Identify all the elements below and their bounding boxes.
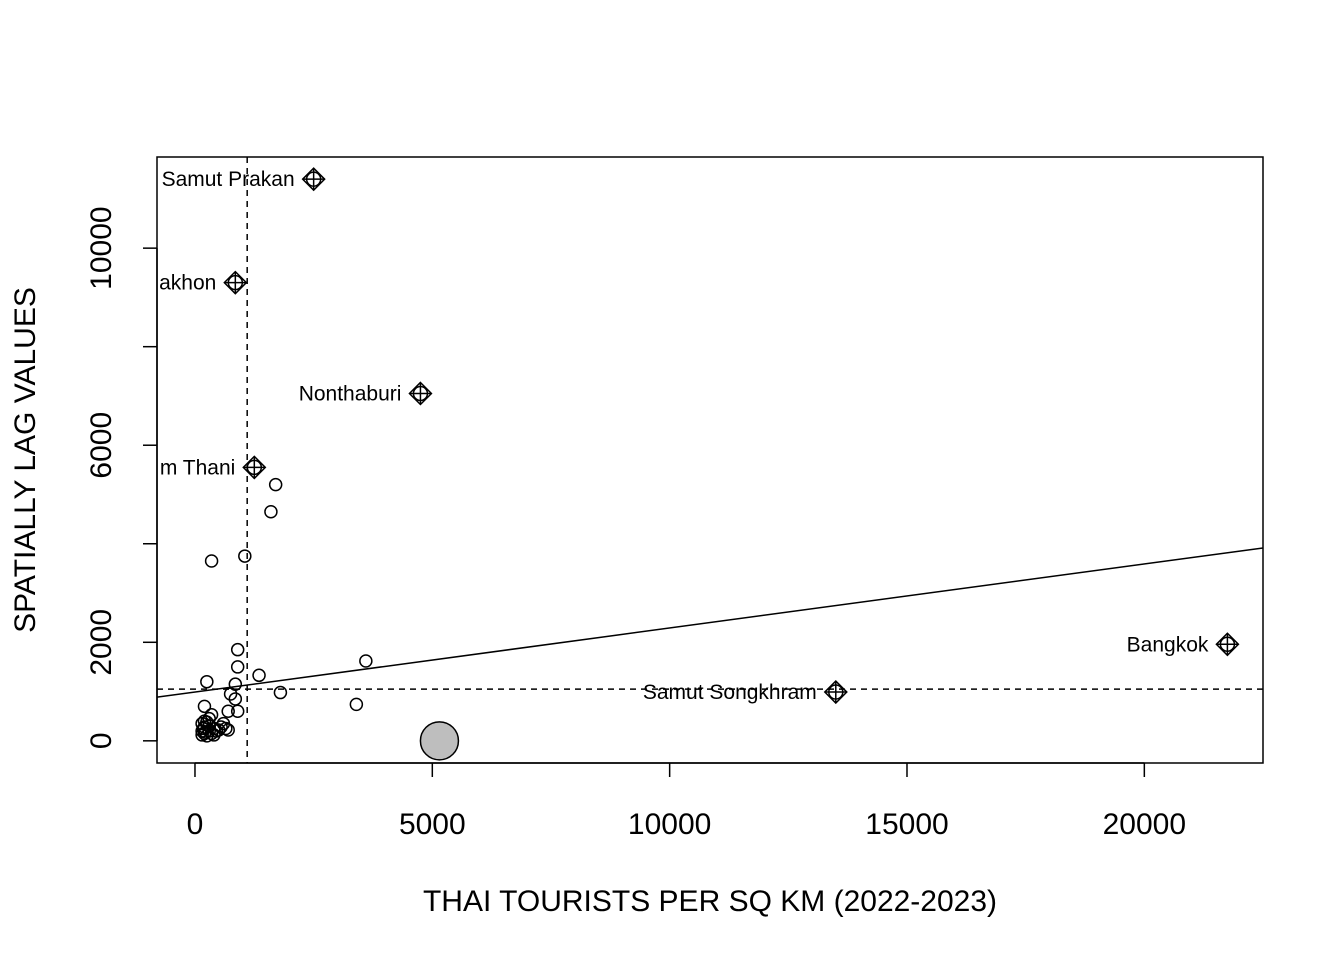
- data-point: [238, 549, 252, 563]
- data-point: [273, 685, 288, 700]
- influential-point: [223, 270, 248, 295]
- data-point: [230, 660, 245, 674]
- data-point: [252, 668, 266, 683]
- y-tick-label: 2000: [85, 609, 118, 676]
- influential-point: [823, 679, 848, 705]
- data-point: [359, 654, 373, 668]
- x-tick-label: 10000: [628, 808, 711, 841]
- influential-point: [1215, 632, 1240, 657]
- influential-point: [301, 167, 326, 192]
- data-point: [230, 642, 245, 657]
- data-point: [204, 554, 219, 568]
- influential-points-group: [223, 167, 1240, 705]
- data-point: [200, 715, 214, 729]
- x-tick-label: 5000: [399, 808, 466, 841]
- data-point: [221, 704, 235, 719]
- x-tick-label: 0: [187, 808, 204, 841]
- mean-lines: [157, 157, 1263, 763]
- data-point: [214, 720, 228, 734]
- y-tick-label: 6000: [85, 412, 118, 479]
- data-point: [223, 687, 238, 701]
- data-point: [228, 692, 243, 706]
- data-point: [268, 477, 283, 492]
- data-point: [200, 674, 214, 689]
- point-label: Bangkok: [1127, 633, 1209, 656]
- plot-frame: [156, 156, 1264, 764]
- influential-point: [408, 381, 433, 406]
- y-tick-label: 0: [85, 732, 118, 749]
- point-label: akhon: [159, 272, 216, 295]
- data-point: [230, 704, 245, 719]
- influential-point: [242, 455, 267, 480]
- y-tick-label: 10000: [85, 206, 118, 289]
- data-point: [202, 724, 216, 738]
- point-label: m Thani: [160, 456, 235, 479]
- y-axis: 0 2000 6000 10000: [85, 206, 158, 749]
- point-label: Samut Prakan: [162, 168, 295, 191]
- x-tick-label: 20000: [1103, 808, 1186, 841]
- data-point: [211, 723, 226, 737]
- x-tick-label: 15000: [865, 808, 948, 841]
- point-labels-group: Samut Prakan akhon Nonthaburi m Thani Bangko…: [159, 168, 1209, 704]
- data-point: [197, 699, 212, 714]
- y-axis-label: SPATIALLY LAG VALUES: [9, 287, 42, 633]
- regression-line-group: [157, 547, 1263, 698]
- x-axis-label: THAI TOURISTS PER SQ KM (2022-2023): [423, 885, 997, 918]
- data-point: [264, 504, 278, 519]
- data-point: [221, 723, 235, 737]
- x-axis: 0 5000 10000 15000 20000: [187, 762, 1186, 841]
- point-label: Nonthaburi: [299, 382, 402, 405]
- data-point: [195, 728, 209, 742]
- data-point: [349, 697, 364, 712]
- highlighted-point: [419, 721, 460, 761]
- point-label: Samut Songkhram: [643, 681, 817, 704]
- regression-line: [157, 547, 1263, 698]
- points-group: [195, 477, 460, 761]
